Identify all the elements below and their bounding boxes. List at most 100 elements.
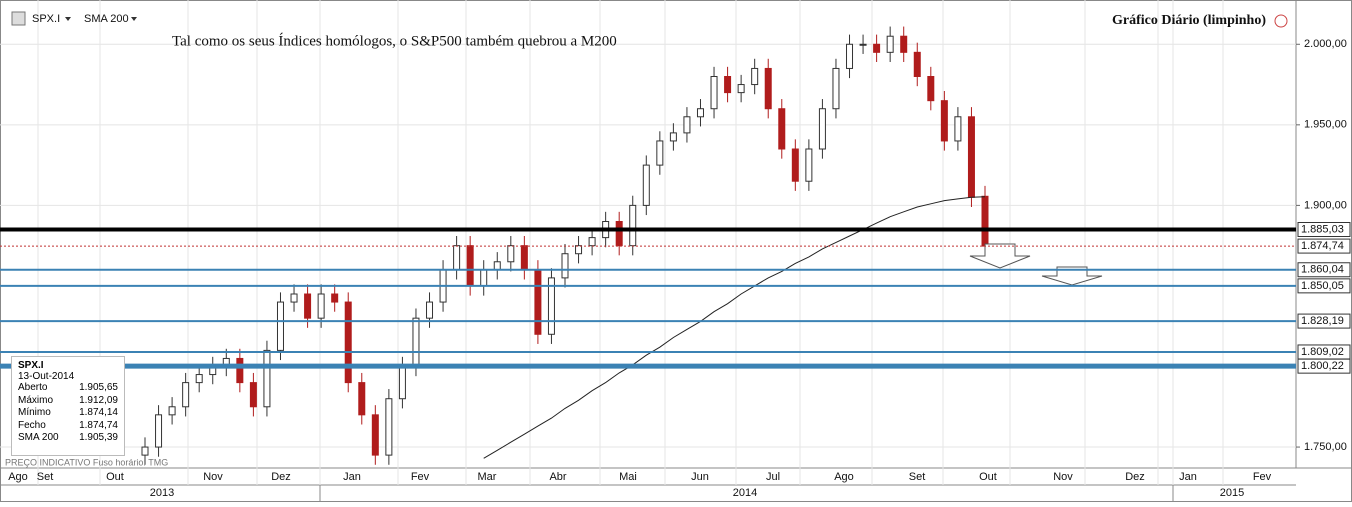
candle-body bbox=[182, 382, 190, 408]
info-row: Máximo 1.912,09 bbox=[18, 395, 118, 408]
candle-body bbox=[818, 108, 826, 150]
candle-body bbox=[846, 43, 854, 69]
info-row: Mínimo 1.874,14 bbox=[18, 407, 118, 420]
x-tick-label: Mai bbox=[619, 471, 637, 483]
candle-body bbox=[886, 35, 894, 53]
y-tick-label: 1.900,00 bbox=[1304, 199, 1347, 211]
info-label: SMA 200 bbox=[18, 432, 59, 443]
candle-body bbox=[940, 100, 948, 142]
sma-line bbox=[483, 196, 986, 459]
candle-body bbox=[263, 349, 271, 408]
candle-body bbox=[236, 357, 244, 384]
candle-body bbox=[385, 398, 393, 456]
y-tick-label: 1.750,00 bbox=[1304, 441, 1347, 453]
candle-body bbox=[981, 195, 989, 247]
candle-body bbox=[778, 108, 786, 150]
level-label: 1.800,22 bbox=[1301, 360, 1344, 372]
clock-icon[interactable] bbox=[1274, 14, 1288, 28]
footer: PREÇO INDICATIVO Fuso horário: TMG bbox=[5, 457, 168, 467]
chart-title: Gráfico Diário (limpinho) bbox=[1112, 13, 1266, 28]
ticker[interactable]: SPX.I bbox=[32, 13, 60, 25]
candle-body bbox=[480, 269, 488, 287]
candle-body bbox=[751, 67, 759, 86]
level-label: 1.885,03 bbox=[1301, 223, 1344, 235]
candle-body bbox=[669, 132, 677, 142]
indicator[interactable]: SMA 200 bbox=[84, 13, 129, 25]
candle-body bbox=[575, 245, 583, 255]
info-value: 1.905,65 bbox=[79, 382, 118, 393]
candle-body bbox=[290, 293, 298, 303]
year-label: 2013 bbox=[150, 487, 174, 499]
x-tick-label: Jun bbox=[691, 471, 709, 483]
marks bbox=[141, 26, 989, 465]
level-label: 1.809,02 bbox=[1301, 346, 1344, 358]
candle-body bbox=[168, 406, 176, 416]
candle-body bbox=[371, 414, 379, 456]
candle-body bbox=[561, 253, 569, 279]
arrow bbox=[969, 243, 1031, 269]
x-tick-label: Set bbox=[37, 471, 54, 483]
info-row: SMA 200 1.905,39 bbox=[18, 432, 118, 445]
candle-body bbox=[629, 204, 637, 247]
candle-body bbox=[493, 261, 501, 271]
candle-body bbox=[155, 414, 163, 448]
candle-body bbox=[304, 293, 312, 319]
candle-body bbox=[453, 245, 461, 271]
x-tick-label: Dez bbox=[1125, 471, 1145, 483]
candle-body bbox=[832, 67, 840, 110]
candle-body bbox=[358, 382, 366, 416]
candle-body bbox=[398, 366, 406, 400]
level-label: 1.874,74 bbox=[1301, 240, 1344, 252]
level-label-box bbox=[1297, 278, 1351, 294]
candle-body bbox=[195, 374, 203, 384]
x-tick-label: Jan bbox=[343, 471, 361, 483]
candle-body bbox=[249, 382, 257, 408]
level-label: 1.850,05 bbox=[1301, 280, 1344, 292]
x-tick-label: Set bbox=[909, 471, 926, 483]
level-label-box bbox=[1297, 222, 1351, 238]
info-title: SPX.I bbox=[18, 360, 44, 371]
level-label: 1.860,04 bbox=[1301, 264, 1344, 276]
x-tick-label: Jan bbox=[1179, 471, 1197, 483]
year-label: 2014 bbox=[733, 487, 757, 499]
candle-body bbox=[791, 148, 799, 182]
candle-body bbox=[141, 446, 149, 456]
x-tick-label: Mar bbox=[478, 471, 497, 483]
candle-body bbox=[873, 43, 881, 53]
candle-body bbox=[859, 43, 867, 46]
candle-body bbox=[331, 293, 339, 303]
candle-body bbox=[276, 301, 284, 351]
candle-body bbox=[656, 140, 664, 166]
y-tick-label: 1.950,00 bbox=[1304, 119, 1347, 131]
icon[interactable] bbox=[11, 11, 26, 26]
candle-body bbox=[954, 116, 962, 142]
candle-body bbox=[642, 164, 650, 206]
info-value: 1.874,74 bbox=[79, 419, 118, 431]
candle-body bbox=[547, 277, 555, 335]
candle-body bbox=[683, 116, 691, 134]
grid bbox=[0, 0, 1296, 485]
info-box: SPX.I 13-Out-2014 Aberto 1.905,65 Máximo 1.… bbox=[11, 356, 125, 456]
candle-body bbox=[737, 84, 745, 94]
dropdown[interactable] bbox=[65, 17, 71, 21]
candle-body bbox=[927, 76, 935, 102]
x-tick-label: Out bbox=[106, 471, 124, 483]
x-tick-label: Abr bbox=[549, 471, 566, 483]
y-tick-label: 2.000,00 bbox=[1304, 38, 1347, 50]
candle-body bbox=[507, 245, 515, 263]
x-tick-label: Jul bbox=[766, 471, 780, 483]
candle-body bbox=[710, 76, 718, 110]
info-label: Aberto bbox=[18, 382, 48, 393]
info-value: 1.905,39 bbox=[79, 432, 118, 443]
candle-body bbox=[426, 301, 434, 319]
dropdown[interactable] bbox=[131, 17, 137, 21]
candle-body bbox=[412, 317, 420, 367]
candle-body bbox=[913, 51, 921, 77]
candle-body bbox=[534, 269, 542, 335]
info-label: Mínimo bbox=[18, 407, 51, 418]
x-tick-label: Dez bbox=[271, 471, 291, 483]
info-label: Fecho bbox=[18, 419, 46, 431]
